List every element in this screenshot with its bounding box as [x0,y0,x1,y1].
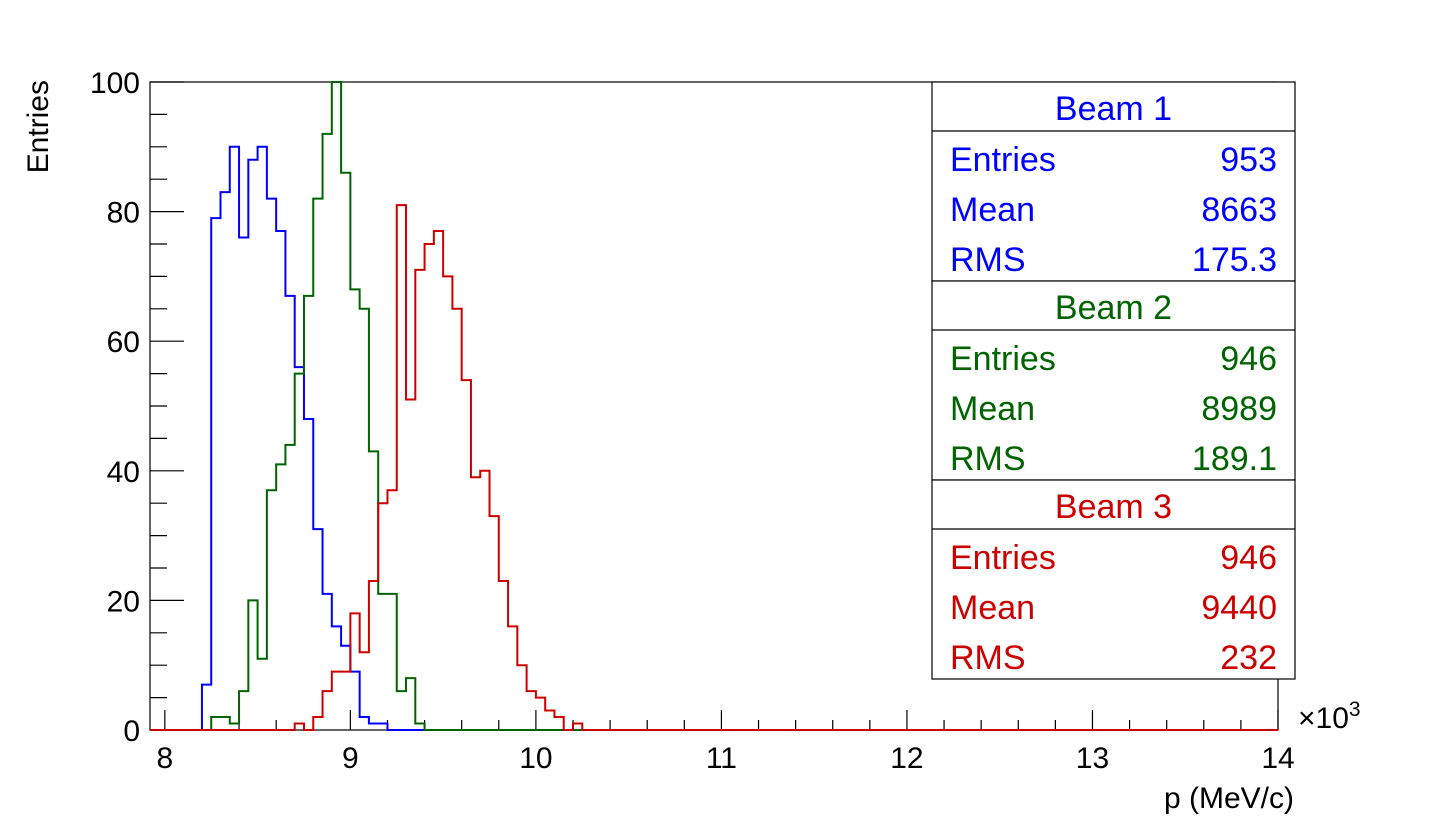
x-axis-multiplier: ×103 [1298,698,1361,735]
stats-label: RMS [950,639,1026,677]
stats-label: Entries [950,539,1056,577]
y-tick-label: 0 [123,715,140,748]
x-tick-label: 11 [706,742,737,775]
stats-value: 175.3 [1192,241,1277,279]
stats-label: Mean [950,390,1035,428]
stats-box-title: Beam 1 [1055,90,1172,128]
stats-label: Mean [950,589,1035,627]
tick-labels: 8 9 10 11 12 13 14 0 20 40 60 80 100 [90,67,1295,775]
stats-box-frame [931,81,1296,282]
x-tick-label: 8 [156,742,173,775]
histogram-beam-3 [150,204,1278,731]
y-axis-title: Entries [22,80,55,173]
stats-value: 946 [1220,340,1277,378]
stats-value: 232 [1220,639,1277,677]
stats-label: Entries [950,340,1056,378]
x-tick-label: 12 [890,742,923,775]
stats-box-beam-1: Beam 1 Entries 953 Mean 8663 RMS 175.3 [931,81,1296,282]
x-tick-label: 13 [1076,742,1109,775]
stats-box-title: Beam 2 [1055,289,1172,327]
y-tick-label: 80 [107,197,140,230]
stats-value: 946 [1220,539,1277,577]
stats-label: Entries [950,141,1056,179]
y-tick-label: 100 [90,67,140,100]
stats-value: 189.1 [1192,440,1277,478]
stats-box-frame [931,479,1296,680]
stats-box-frame [931,280,1296,481]
stats-label: RMS [950,241,1026,279]
stats-value: 8663 [1201,191,1277,229]
stats-box-title: Beam 3 [1055,488,1172,526]
stats-value: 9440 [1201,589,1277,627]
x-multiplier-exponent: 3 [1349,698,1361,721]
stats-box-beam-3: Beam 3 Entries 946 Mean 9440 RMS 232 [931,479,1296,680]
y-tick-label: 20 [107,585,140,618]
stats-value: 953 [1220,141,1277,179]
x-tick-label: 10 [519,742,552,775]
stats-value: 8989 [1201,390,1277,428]
x-tick-label: 14 [1261,742,1294,775]
x-multiplier-base: ×10 [1298,702,1349,735]
y-tick-label: 40 [107,456,140,489]
stats-box-beam-2: Beam 2 Entries 946 Mean 8989 RMS 189.1 [931,280,1296,481]
y-tick-label: 60 [107,326,140,359]
stats-label: RMS [950,440,1026,478]
stats-legend: Beam 1 Entries 953 Mean 8663 RMS 175.3 Beam 2 En… [931,81,1296,680]
axis-ticks [150,81,1279,731]
histogram-series [150,81,1278,731]
x-axis-title: p (MeV/c) [1164,782,1294,815]
x-tick-label: 9 [342,742,359,775]
stats-label: Mean [950,191,1035,229]
